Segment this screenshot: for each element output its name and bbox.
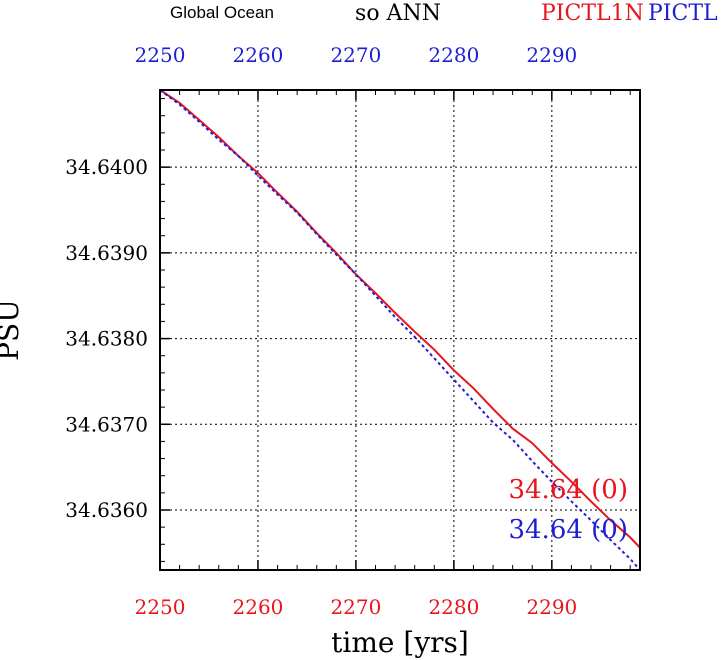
x-tick-label-bottom: 2280 <box>428 595 479 619</box>
series-layer <box>159 89 641 571</box>
plot-frame <box>159 89 641 571</box>
x-tick-label-bottom: 2270 <box>330 595 381 619</box>
y-tick-label: 34.6360 <box>65 498 148 522</box>
x-tick-label-top: 2250 <box>135 43 186 67</box>
x-tick-label-bottom: 2250 <box>135 595 186 619</box>
grid-layer <box>160 90 640 570</box>
x-tick-label-bottom: 2290 <box>526 595 577 619</box>
tick-layer <box>159 90 631 570</box>
x-tick-label-top: 2290 <box>526 43 577 67</box>
y-tick-label: 34.6390 <box>65 241 148 265</box>
y-axis-label: PSU <box>0 299 25 361</box>
x-tick-label-bottom: 2260 <box>233 595 284 619</box>
series-line-red <box>159 89 641 549</box>
y-tick-label: 34.6380 <box>65 327 148 351</box>
label-layer: 2250 2250 2260 2260 2270 2270 2280 2280 2290 2290… <box>65 43 628 619</box>
series-line-blue <box>159 89 641 571</box>
x-tick-label-top: 2260 <box>233 43 284 67</box>
x-tick-label-top: 2270 <box>330 43 381 67</box>
region-title: Global Ocean <box>170 3 274 22</box>
case-red-title: PICTL1N <box>541 1 644 26</box>
case-blue-title: PICTL <box>648 1 718 26</box>
variable-title: so ANN <box>355 1 441 26</box>
x-axis-label: time [yrs] <box>331 626 469 659</box>
series-annotation-red: 34.64 (0) <box>508 475 628 505</box>
y-tick-label: 34.6400 <box>65 155 148 179</box>
x-tick-label-top: 2280 <box>428 43 479 67</box>
y-tick-label: 34.6370 <box>65 412 148 436</box>
series-annotation-blue: 34.64 (0) <box>508 515 628 545</box>
